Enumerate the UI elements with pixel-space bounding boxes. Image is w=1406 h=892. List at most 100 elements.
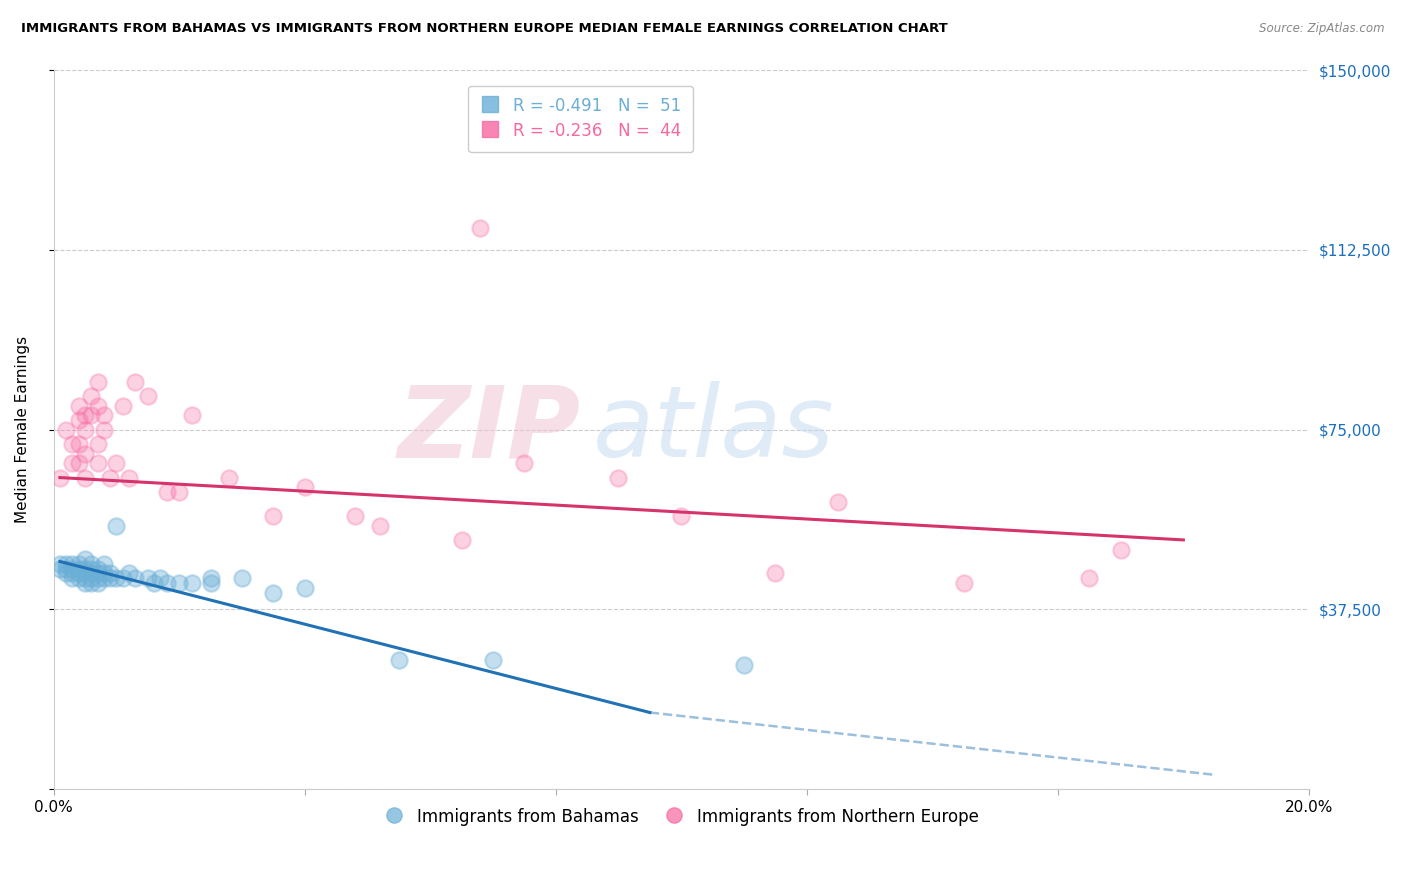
Point — [73, 470, 96, 484]
Point — [67, 437, 90, 451]
Point — [67, 456, 90, 470]
Point — [671, 508, 693, 523]
Point — [86, 571, 108, 585]
Point — [98, 470, 121, 484]
Point — [105, 456, 128, 470]
Point — [86, 437, 108, 451]
Point — [86, 562, 108, 576]
Point — [1078, 571, 1101, 585]
Point — [262, 585, 284, 599]
Text: ZIP: ZIP — [398, 381, 581, 478]
Point — [62, 456, 84, 470]
Point — [136, 571, 159, 585]
Point — [49, 470, 72, 484]
Point — [388, 653, 411, 667]
Point — [294, 581, 316, 595]
Point — [67, 399, 90, 413]
Point — [55, 557, 77, 571]
Point — [93, 423, 115, 437]
Point — [73, 576, 96, 591]
Point — [73, 562, 96, 576]
Point — [86, 399, 108, 413]
Point — [733, 657, 755, 672]
Point — [450, 533, 472, 547]
Point — [294, 480, 316, 494]
Text: atlas: atlas — [593, 381, 835, 478]
Point — [200, 571, 222, 585]
Point — [62, 557, 84, 571]
Point — [86, 456, 108, 470]
Point — [262, 508, 284, 523]
Point — [80, 562, 103, 576]
Point — [118, 470, 141, 484]
Point — [143, 576, 166, 591]
Point — [93, 566, 115, 581]
Point — [180, 576, 202, 591]
Point — [55, 566, 77, 581]
Point — [180, 409, 202, 423]
Point — [105, 518, 128, 533]
Point — [155, 576, 177, 591]
Text: Source: ZipAtlas.com: Source: ZipAtlas.com — [1260, 22, 1385, 36]
Point — [55, 562, 77, 576]
Point — [73, 571, 96, 585]
Point — [86, 576, 108, 591]
Point — [200, 576, 222, 591]
Point — [470, 221, 492, 235]
Point — [368, 518, 391, 533]
Point — [136, 389, 159, 403]
Point — [98, 571, 121, 585]
Point — [86, 375, 108, 389]
Point — [80, 557, 103, 571]
Point — [86, 566, 108, 581]
Point — [231, 571, 253, 585]
Point — [343, 508, 366, 523]
Point — [105, 571, 128, 585]
Point — [55, 423, 77, 437]
Point — [167, 485, 190, 500]
Point — [73, 552, 96, 566]
Point — [763, 566, 786, 581]
Point — [62, 571, 84, 585]
Point — [73, 566, 96, 581]
Point — [67, 562, 90, 576]
Point — [67, 557, 90, 571]
Point — [98, 566, 121, 581]
Point — [111, 571, 134, 585]
Point — [49, 562, 72, 576]
Point — [118, 566, 141, 581]
Point — [73, 409, 96, 423]
Point — [1109, 542, 1132, 557]
Point — [155, 485, 177, 500]
Text: IMMIGRANTS FROM BAHAMAS VS IMMIGRANTS FROM NORTHERN EUROPE MEDIAN FEMALE EARNING: IMMIGRANTS FROM BAHAMAS VS IMMIGRANTS FR… — [21, 22, 948, 36]
Point — [607, 470, 630, 484]
Point — [62, 562, 84, 576]
Point — [952, 576, 974, 591]
Point — [80, 389, 103, 403]
Point — [167, 576, 190, 591]
Point — [62, 437, 84, 451]
Point — [73, 423, 96, 437]
Point — [93, 557, 115, 571]
Point — [62, 566, 84, 581]
Point — [80, 409, 103, 423]
Point — [124, 571, 146, 585]
Point — [93, 409, 115, 423]
Legend: Immigrants from Bahamas, Immigrants from Northern Europe: Immigrants from Bahamas, Immigrants from… — [375, 800, 987, 835]
Point — [73, 447, 96, 461]
Point — [49, 557, 72, 571]
Point — [80, 566, 103, 581]
Point — [482, 653, 505, 667]
Point — [80, 571, 103, 585]
Point — [67, 571, 90, 585]
Point — [80, 576, 103, 591]
Point — [93, 571, 115, 585]
Point — [218, 470, 240, 484]
Point — [149, 571, 172, 585]
Point — [827, 494, 849, 508]
Point — [111, 399, 134, 413]
Point — [513, 456, 536, 470]
Point — [67, 566, 90, 581]
Point — [67, 413, 90, 427]
Y-axis label: Median Female Earnings: Median Female Earnings — [15, 336, 30, 524]
